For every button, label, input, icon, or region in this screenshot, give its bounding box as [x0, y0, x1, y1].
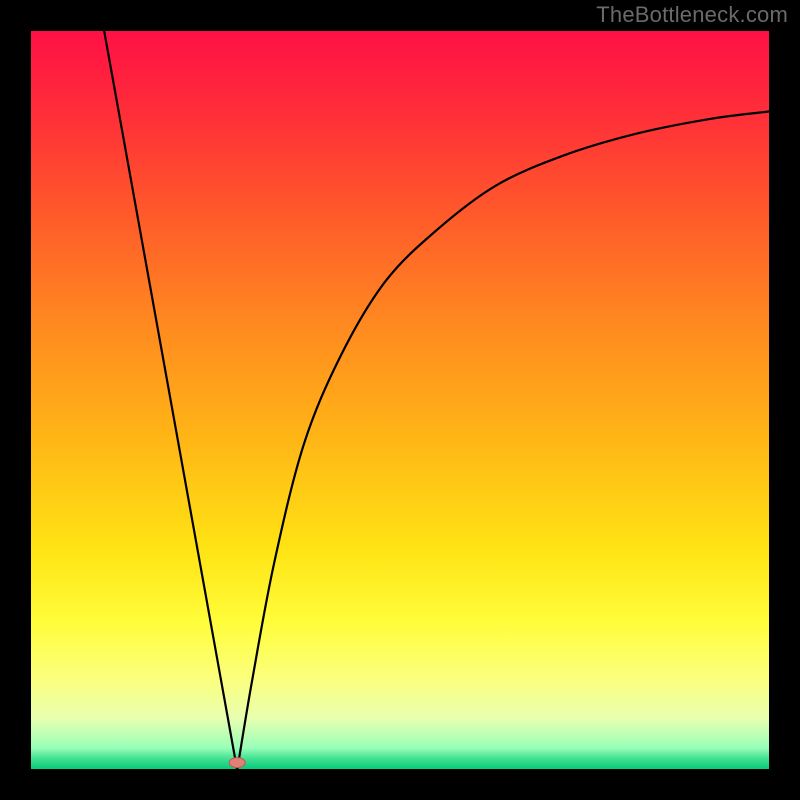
branding-watermark: TheBottleneck.com	[596, 2, 788, 28]
bottleneck-chart	[0, 0, 800, 800]
optimal-point-marker	[229, 758, 245, 768]
image-frame: TheBottleneck.com	[0, 0, 800, 800]
plot-background	[30, 30, 770, 770]
